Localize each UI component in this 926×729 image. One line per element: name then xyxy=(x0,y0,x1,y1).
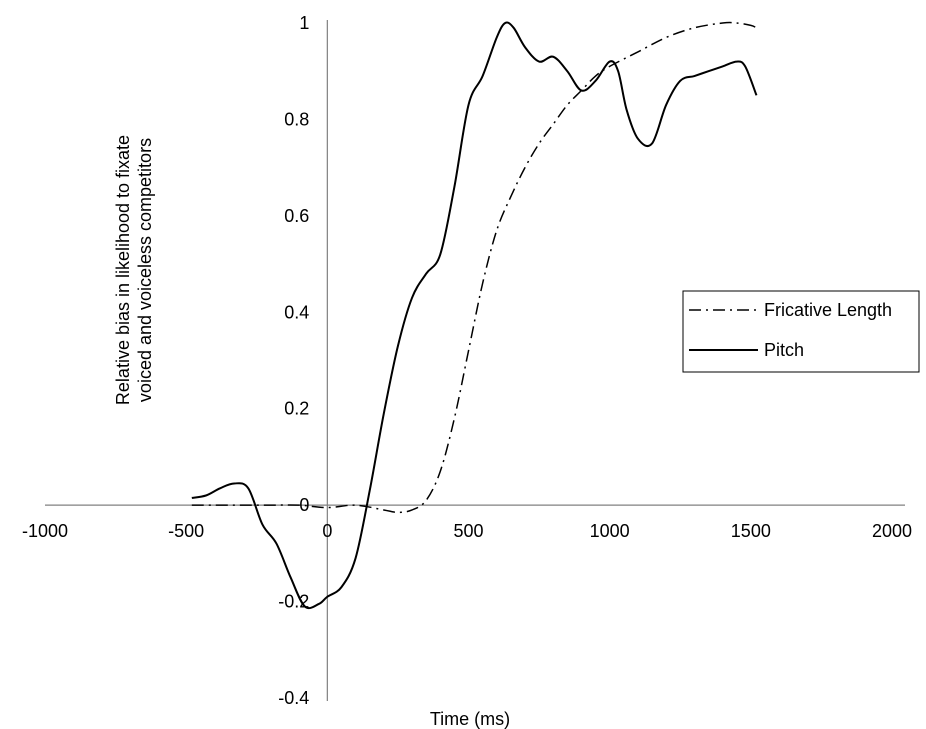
y-axis-title-line-1: Relative bias in likelihood to fixate xyxy=(113,135,133,405)
x-tick-label: -500 xyxy=(168,521,204,541)
series-lines xyxy=(191,21,758,610)
x-tick-label: 2000 xyxy=(872,521,912,541)
y-tick-label: 1 xyxy=(299,13,309,33)
x-tick-label: -1000 xyxy=(22,521,68,541)
y-axis-title: Relative bias in likelihood to fixate vo… xyxy=(113,135,155,405)
x-tick-label: 1500 xyxy=(731,521,771,541)
y-tick-label: -0.2 xyxy=(278,592,309,612)
axes xyxy=(45,20,905,701)
y-tick-label: 0.6 xyxy=(284,206,309,226)
series-line-pitch xyxy=(191,21,758,610)
y-axis-title-line-2: voiced and voiceless competitors xyxy=(135,138,155,402)
y-tick-label: 0.8 xyxy=(284,109,309,129)
x-tick-label: 0 xyxy=(322,521,332,541)
legend: Fricative Length Pitch xyxy=(682,290,920,373)
legend-label-pitch: Pitch xyxy=(764,340,804,360)
y-tick-label: 0.2 xyxy=(284,399,309,419)
x-tick-label: 1000 xyxy=(590,521,630,541)
x-tick-labels: -1000 -500 0 500 1000 1500 2000 xyxy=(22,521,912,541)
legend-box xyxy=(682,290,920,373)
x-axis-title: Time (ms) xyxy=(430,709,510,729)
y-tick-label: 0 xyxy=(299,495,309,515)
y-tick-labels: -0.4 -0.2 0 0.2 0.4 0.6 0.8 1 xyxy=(278,13,309,708)
y-tick-label: -0.4 xyxy=(278,688,309,708)
series-line-fricative-length xyxy=(191,21,757,514)
x-tick-label: 500 xyxy=(453,521,483,541)
legend-label-fricative-length: Fricative Length xyxy=(764,300,892,320)
y-tick-label: 0.4 xyxy=(284,302,309,322)
